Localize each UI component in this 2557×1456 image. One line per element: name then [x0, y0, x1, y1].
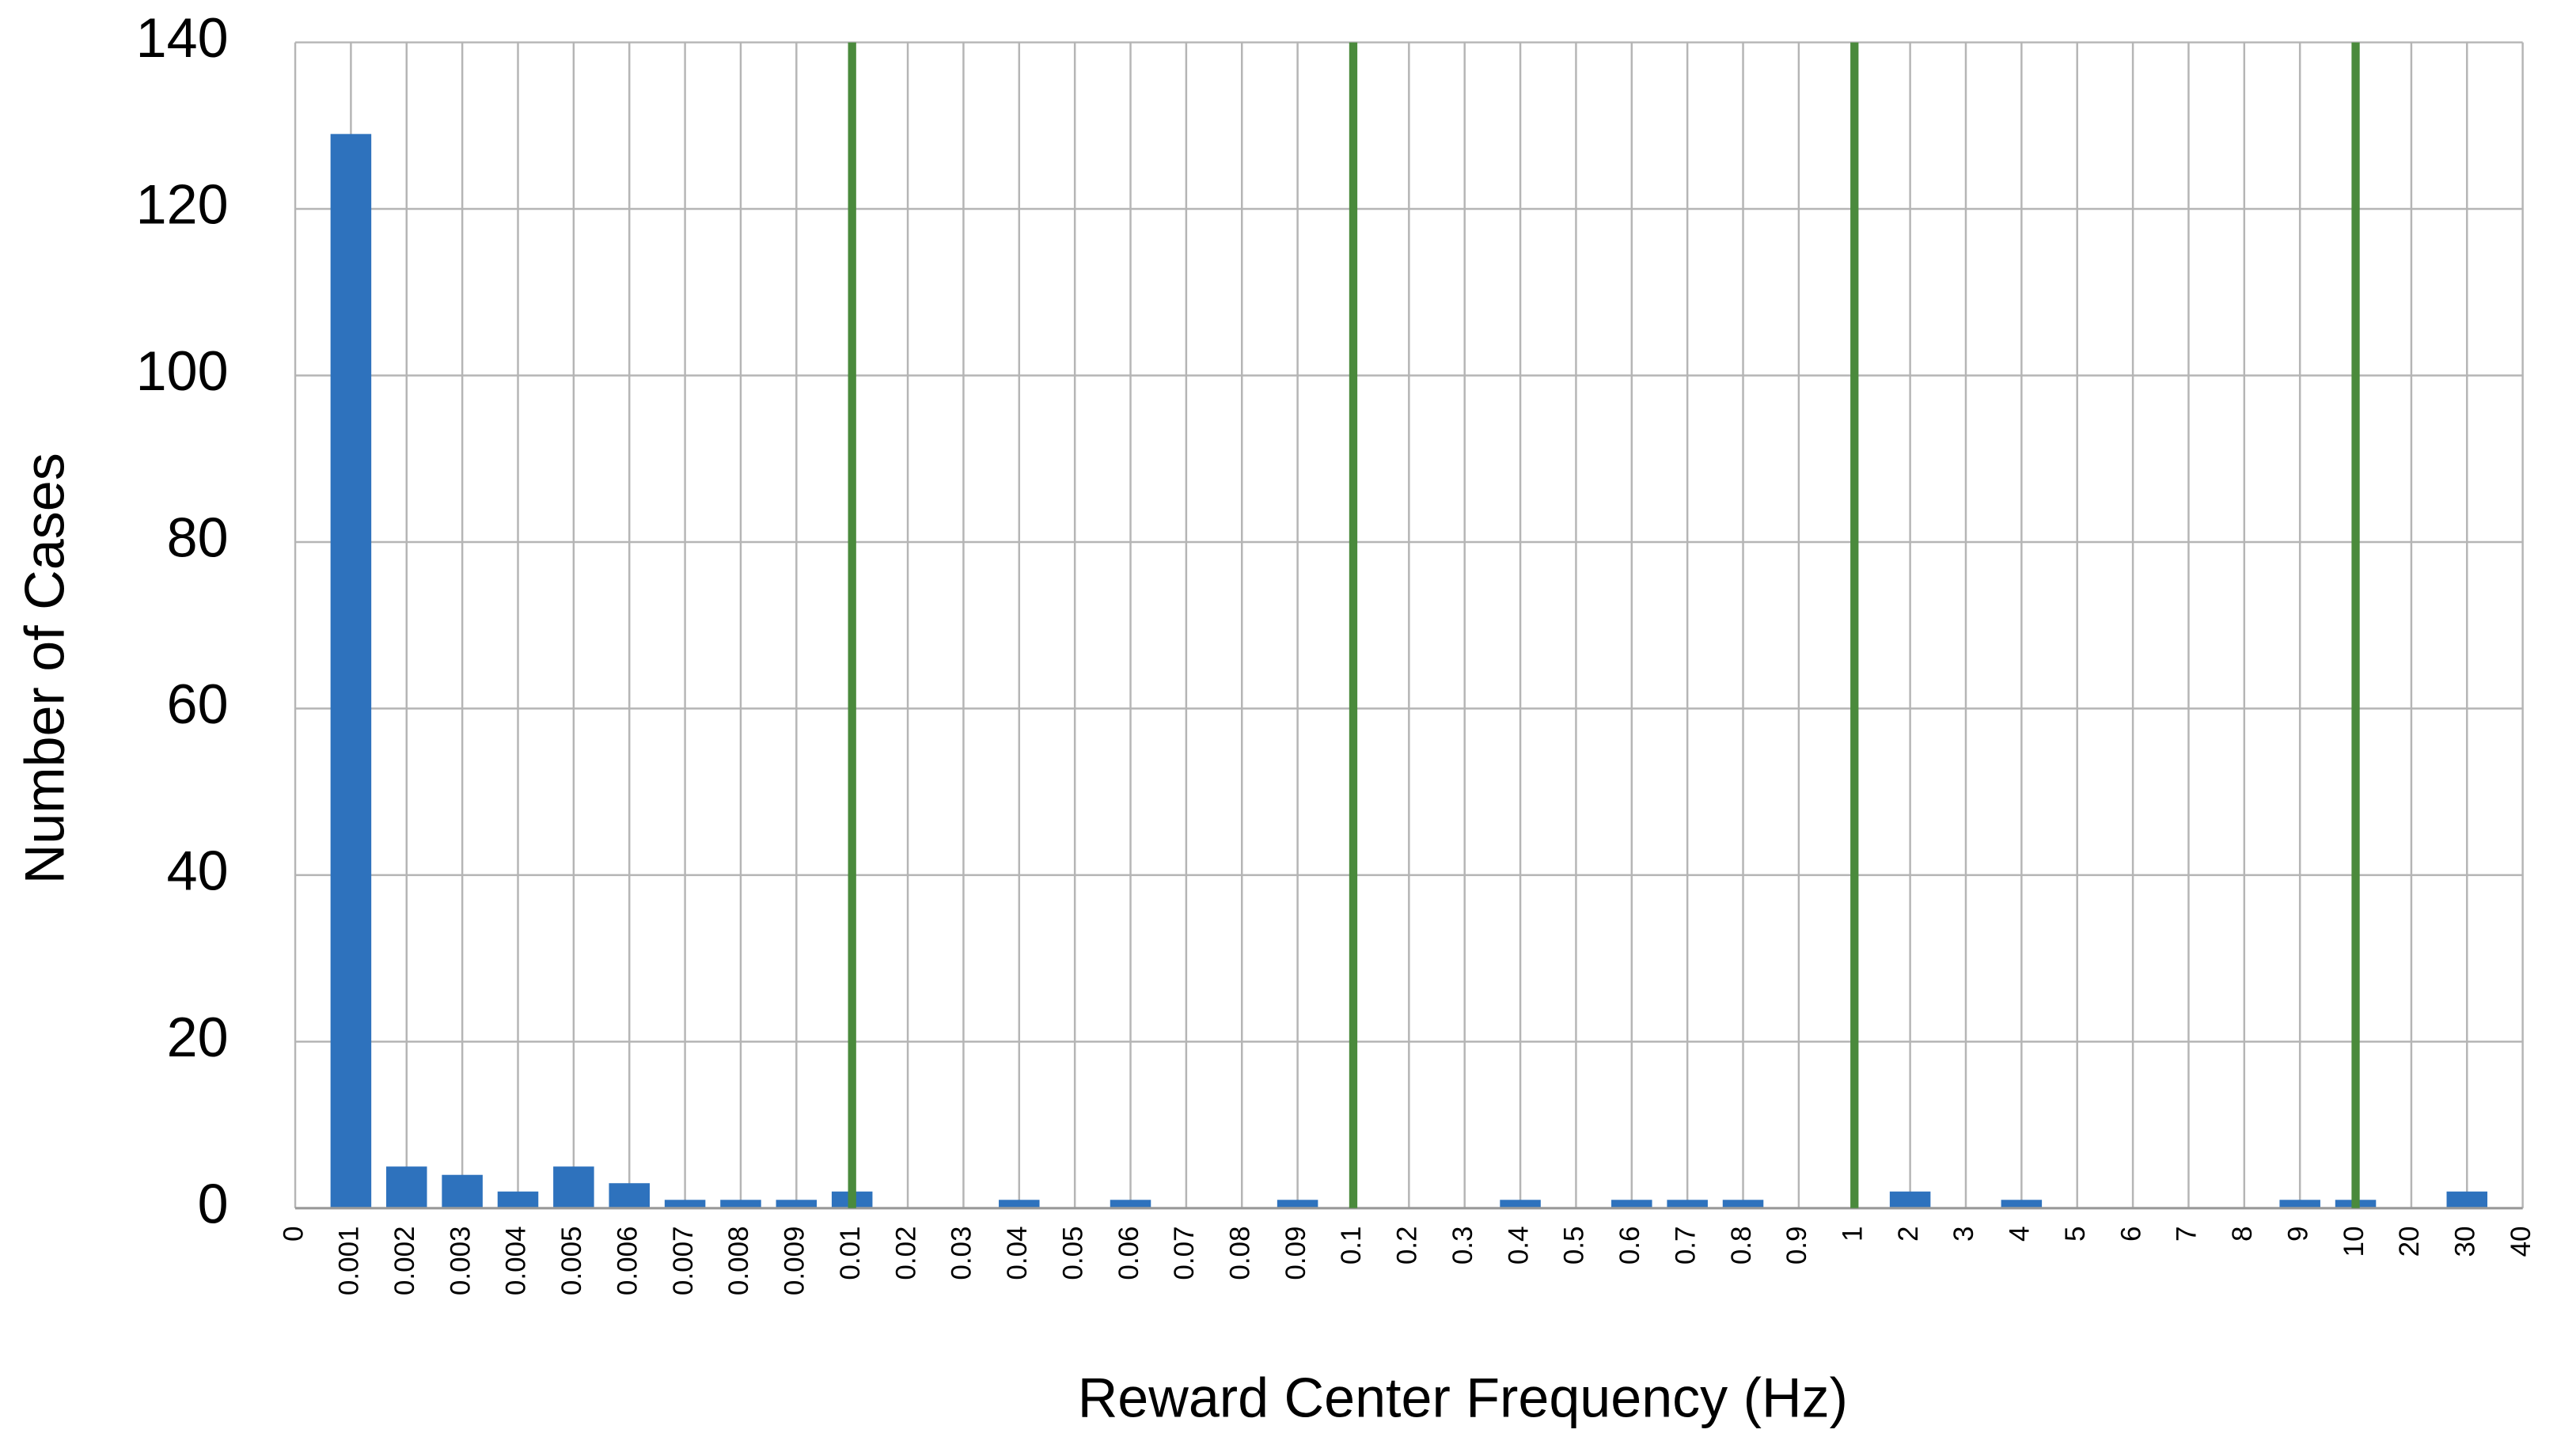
x-tick-label: 7 — [2172, 1226, 2202, 1241]
x-tick-label: 0.001 — [334, 1226, 365, 1295]
x-tick-label: 8 — [2227, 1226, 2258, 1241]
bar — [2446, 1191, 2488, 1208]
x-tick-label: 0.06 — [1113, 1226, 1144, 1280]
x-axis-title: Reward Center Frequency (Hz) — [1078, 1367, 1848, 1429]
bar — [1277, 1200, 1318, 1208]
bar — [1611, 1200, 1652, 1208]
bar — [330, 134, 372, 1208]
x-tick-label: 0.07 — [1169, 1226, 1200, 1280]
bar — [2001, 1200, 2043, 1208]
x-tick-label: 10 — [2339, 1226, 2369, 1257]
x-tick-label: 0.6 — [1614, 1226, 1645, 1265]
x-tick-label: 6 — [2115, 1226, 2146, 1241]
x-tick-label: 4 — [2005, 1226, 2035, 1241]
x-tick-label: 9 — [2282, 1226, 2313, 1241]
bar — [386, 1166, 427, 1208]
x-tick-label: 0.003 — [445, 1226, 476, 1295]
x-tick-label: 0.5 — [1559, 1226, 1590, 1265]
bar — [609, 1183, 650, 1208]
bar — [1667, 1200, 1708, 1208]
x-tick-label: 0.9 — [1781, 1226, 1812, 1265]
y-tick-label: 60 — [167, 673, 229, 735]
x-tick-label: 0.02 — [890, 1226, 921, 1280]
bar — [553, 1166, 594, 1208]
y-tick-label: 80 — [167, 506, 229, 568]
bar — [720, 1200, 761, 1208]
y-axis-title: Number of Cases — [13, 453, 75, 884]
y-tick-label: 100 — [136, 340, 229, 402]
bar — [776, 1200, 818, 1208]
bar — [664, 1200, 706, 1208]
x-tick-label: 0.004 — [501, 1226, 532, 1295]
x-tick-label: 1 — [1838, 1226, 1868, 1241]
bar — [999, 1200, 1040, 1208]
x-tick-label: 20 — [2394, 1226, 2425, 1257]
x-tick-label: 0.4 — [1503, 1226, 1534, 1265]
x-tick-label: 0.008 — [723, 1226, 754, 1295]
x-tick-label: 0.08 — [1224, 1226, 1255, 1280]
y-tick-label: 20 — [167, 1007, 229, 1068]
x-tick-label: 5 — [2060, 1226, 2091, 1241]
bar — [1722, 1200, 1764, 1208]
y-tick-label: 0 — [198, 1173, 229, 1234]
x-tick-label: 0.05 — [1057, 1226, 1088, 1280]
x-tick-label: 0.2 — [1392, 1226, 1423, 1265]
bar — [442, 1174, 483, 1208]
bar — [1889, 1191, 1931, 1208]
x-tick-label: 0.01 — [835, 1226, 866, 1280]
x-tick-label: 0.04 — [1002, 1226, 1033, 1280]
bar — [2279, 1200, 2320, 1208]
x-tick-label: 3 — [1948, 1226, 1979, 1241]
x-tick-label: 0.3 — [1447, 1226, 1478, 1265]
x-tick-label: 30 — [2450, 1226, 2481, 1257]
y-tick-label: 140 — [136, 7, 229, 69]
x-tick-label: 2 — [1893, 1226, 1924, 1241]
x-tick-label: 0.8 — [1726, 1226, 1757, 1265]
x-tick-label: 0.005 — [556, 1226, 587, 1295]
x-tick-label: 0.006 — [612, 1226, 643, 1295]
bar — [497, 1191, 539, 1208]
x-tick-label: 0.002 — [389, 1226, 420, 1295]
x-tick-label: 0.1 — [1336, 1226, 1367, 1265]
y-tick-label: 40 — [167, 840, 229, 901]
x-tick-label: 0.007 — [668, 1226, 699, 1295]
x-tick-label: 0.7 — [1670, 1226, 1701, 1265]
bar — [1500, 1200, 1541, 1208]
x-tick-label: 0 — [278, 1226, 309, 1241]
bar — [1110, 1200, 1151, 1208]
x-tick-label: 0.09 — [1280, 1226, 1311, 1280]
x-tick-label: 0.009 — [780, 1226, 810, 1295]
x-tick-label: 0.03 — [947, 1226, 977, 1280]
x-tick-label: 40 — [2506, 1226, 2536, 1257]
y-tick-label: 120 — [136, 174, 229, 236]
